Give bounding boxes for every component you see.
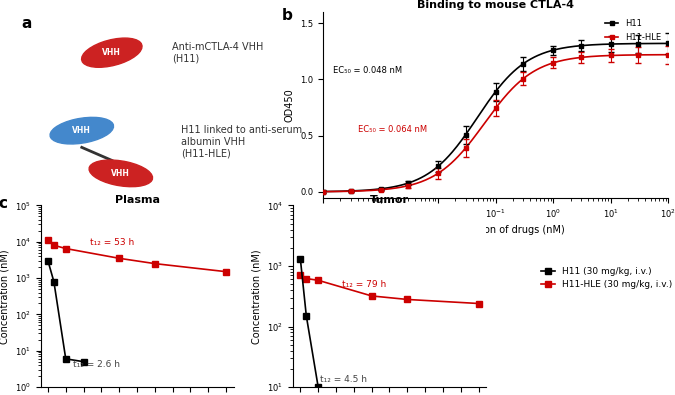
Ellipse shape	[89, 160, 153, 187]
Text: t₁₂ = 4.5 h: t₁₂ = 4.5 h	[320, 375, 367, 384]
Y-axis label: Concentration (nM): Concentration (nM)	[252, 249, 261, 344]
Y-axis label: OD450: OD450	[285, 88, 295, 122]
Text: VHH: VHH	[103, 48, 122, 57]
Title: Tumor: Tumor	[370, 195, 409, 205]
Text: EC₅₀ = 0.048 nM: EC₅₀ = 0.048 nM	[333, 66, 402, 75]
Legend: H11, H11-HLE: H11, H11-HLE	[602, 16, 664, 45]
Title: Binding to mouse CTLA-4: Binding to mouse CTLA-4	[417, 0, 574, 10]
Text: Anti-mCTLA-4 VHH
(H11): Anti-mCTLA-4 VHH (H11)	[172, 42, 263, 64]
Text: EC₅₀ = 0.064 nM: EC₅₀ = 0.064 nM	[358, 126, 427, 134]
Text: VHH: VHH	[72, 126, 91, 135]
Text: b: b	[281, 8, 292, 23]
Text: a: a	[22, 15, 32, 30]
Text: t₁₂ = 79 h: t₁₂ = 79 h	[342, 280, 386, 289]
Ellipse shape	[50, 117, 113, 144]
Text: VHH: VHH	[111, 169, 130, 178]
Text: c: c	[0, 196, 7, 211]
Y-axis label: Concentration (nM): Concentration (nM)	[0, 249, 9, 344]
Legend: H11 (30 mg/kg, i.v.), H11-HLE (30 mg/kg, i.v.): H11 (30 mg/kg, i.v.), H11-HLE (30 mg/kg,…	[537, 263, 675, 293]
Text: t₁₂ = 53 h: t₁₂ = 53 h	[90, 238, 134, 247]
Ellipse shape	[82, 38, 142, 67]
Text: H11 linked to anti-serum
albumin VHH
(H11-HLE): H11 linked to anti-serum albumin VHH (H1…	[181, 125, 302, 158]
X-axis label: Concentration of drugs (nM): Concentration of drugs (nM)	[427, 225, 564, 235]
Text: t₁₂ = 2.6 h: t₁₂ = 2.6 h	[73, 360, 120, 369]
Title: Plasma: Plasma	[115, 195, 159, 205]
